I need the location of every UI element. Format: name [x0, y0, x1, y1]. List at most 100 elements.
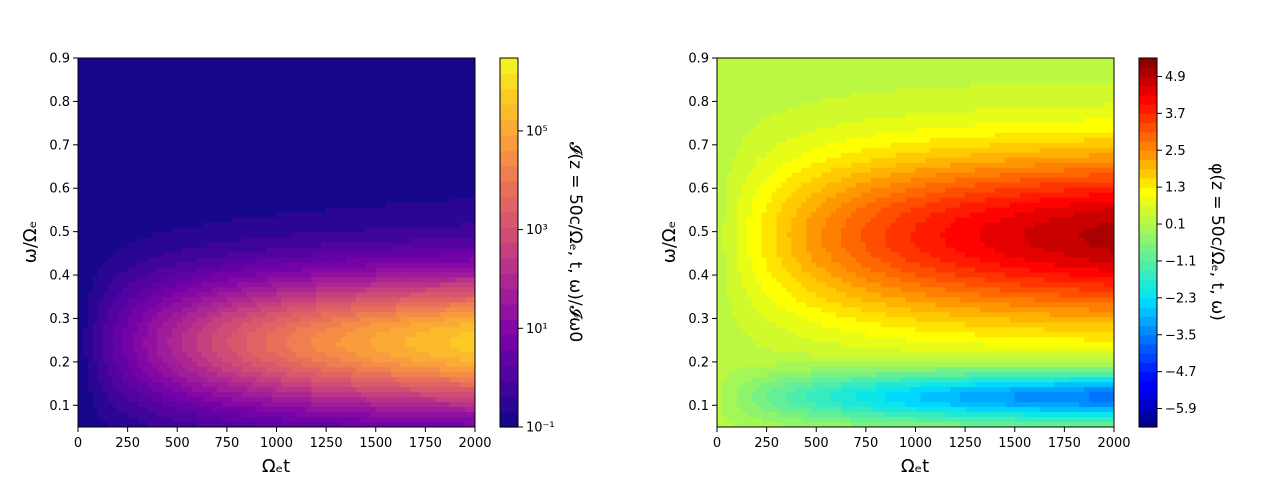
contour-cell: [276, 267, 283, 274]
contour-cell: [316, 77, 322, 84]
contour-cell: [405, 362, 412, 368]
contour-cell: [400, 222, 407, 229]
contour-cell: [147, 412, 154, 418]
contour-cell: [127, 287, 134, 293]
contour-cell: [216, 342, 223, 348]
contour-cell: [246, 82, 253, 89]
contour-cell: [162, 182, 168, 189]
contour-cell: [152, 217, 158, 224]
contour-cell: [117, 172, 124, 179]
contour-cell: [82, 357, 89, 363]
contour-cell: [251, 412, 258, 418]
contour-cell: [331, 312, 337, 318]
contour-cell: [395, 347, 402, 353]
contour-cell: [97, 307, 104, 313]
contour-cell: [192, 172, 198, 179]
contour-cell: [385, 337, 392, 343]
contour-cell: [251, 317, 258, 323]
contour-cell: [251, 392, 258, 398]
contour-cell: [157, 397, 163, 403]
contour-cell: [365, 172, 372, 179]
contour-cell: [177, 272, 183, 279]
contour-cell: [306, 282, 312, 288]
contour-cell: [266, 257, 273, 264]
contour-cell: [182, 332, 188, 338]
contour-cell: [97, 422, 104, 427]
contour-cell: [360, 332, 367, 338]
contour-cell: [336, 252, 342, 259]
contour-cell: [82, 297, 89, 303]
contour-cell: [306, 412, 312, 418]
contour-cell: [177, 142, 183, 149]
contour-cell: [152, 272, 158, 279]
contour-cell: [306, 112, 312, 119]
contour-cell: [400, 282, 407, 288]
contour-cell: [326, 172, 332, 179]
contour-cell: [107, 337, 114, 343]
contour-cell: [380, 112, 387, 119]
contour-cell: [311, 292, 317, 298]
contour-cell: [182, 222, 188, 229]
contour-cell: [380, 422, 387, 427]
contour-cell: [102, 247, 109, 254]
contour-cell: [107, 347, 114, 353]
contour-cell: [112, 412, 119, 418]
contour-cell: [296, 137, 302, 144]
contour-cell: [400, 347, 407, 353]
contour-cell: [301, 187, 307, 194]
contour-cell: [147, 327, 154, 333]
contour-cell: [82, 287, 89, 293]
contour-cell: [410, 127, 417, 134]
contour-cell: [167, 407, 173, 413]
contour-cell: [107, 122, 114, 129]
contour-cell: [281, 187, 288, 194]
contour-cell: [286, 212, 292, 219]
contour-cell: [311, 247, 317, 254]
contour-cell: [182, 67, 188, 74]
contour-cell: [296, 297, 302, 303]
contour-cell: [266, 177, 273, 184]
contour-cell: [375, 132, 382, 139]
contour-cell: [395, 77, 402, 84]
contour-cell: [311, 107, 317, 114]
contour-cell: [152, 262, 158, 269]
contour-cell: [172, 77, 178, 84]
contour-cell: [167, 227, 173, 234]
contour-cell: [311, 402, 317, 408]
contour-cell: [117, 377, 124, 383]
contour-cell: [301, 342, 307, 348]
contour-cell: [182, 307, 188, 313]
contour-cell: [261, 117, 268, 124]
contour-cell: [167, 102, 173, 109]
contour-cell: [172, 122, 178, 129]
contour-cell: [147, 277, 154, 283]
contour-cell: [256, 272, 263, 279]
contour-cell: [316, 282, 322, 288]
contour-cell: [137, 412, 144, 418]
contour-cell: [147, 62, 154, 69]
contour-cell: [301, 297, 307, 303]
contour-cell: [92, 72, 99, 79]
contour-cell: [385, 107, 392, 114]
contour-cell: [177, 62, 183, 69]
contour-cell: [326, 392, 332, 398]
contour-cell: [321, 382, 327, 388]
contour-cell: [246, 102, 253, 109]
contour-cell: [197, 357, 203, 363]
contour-cell: [202, 157, 208, 164]
contour-cell: [231, 342, 238, 348]
contour-cell: [390, 152, 397, 159]
contour-cell: [296, 422, 302, 427]
contour-cell: [87, 287, 94, 293]
contour-cell: [370, 332, 377, 338]
contour-cell: [246, 287, 253, 293]
contour-cell: [82, 157, 89, 164]
contour-cell: [182, 322, 188, 328]
contour-cell: [336, 202, 342, 209]
contour-cell: [251, 202, 258, 209]
contour-cell: [177, 377, 183, 383]
contour-cell: [375, 357, 382, 363]
contour-cell: [370, 247, 377, 254]
contour-cell: [355, 162, 362, 169]
contour-cell: [405, 382, 412, 388]
